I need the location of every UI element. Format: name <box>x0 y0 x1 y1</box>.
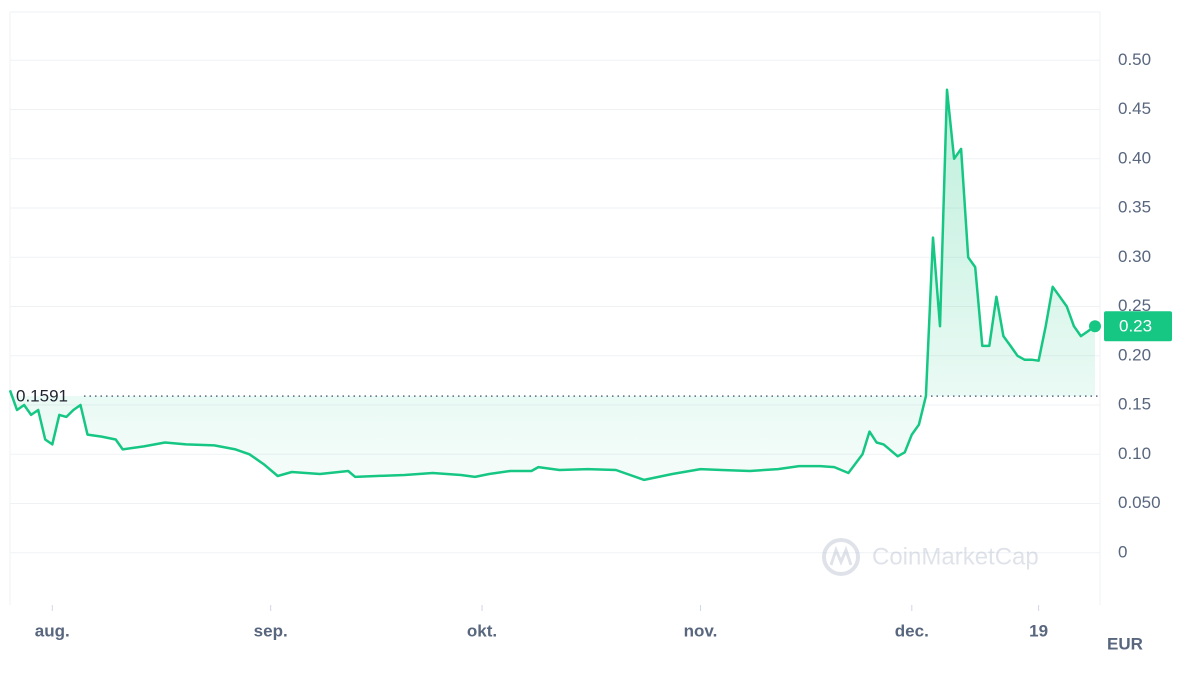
reference-label: 0.1591 <box>16 387 68 406</box>
y-tick-label: 0.30 <box>1118 247 1151 266</box>
x-tick-label: aug. <box>35 621 70 640</box>
y-tick-label: 0.35 <box>1118 198 1151 217</box>
last-value-label: 0.23 <box>1119 317 1152 336</box>
price-area <box>10 89 1095 480</box>
x-tick-label: dec. <box>895 621 929 640</box>
y-tick-label: 0.20 <box>1118 345 1151 364</box>
y-tick-label: 0.10 <box>1118 444 1151 463</box>
y-tick-label: 0.50 <box>1118 50 1151 69</box>
y-tick-label: 0 <box>1118 542 1127 561</box>
grid <box>10 59 1100 611</box>
y-tick-label: 0.15 <box>1118 395 1151 414</box>
y-tick-label: 0.25 <box>1118 296 1151 315</box>
last-point <box>1089 320 1101 333</box>
currency-label: EUR <box>1107 634 1143 653</box>
last-value-box <box>1104 311 1172 342</box>
plot: 0.23 <box>8 88 1172 482</box>
x-tick-label: okt. <box>467 621 497 640</box>
y-tick-label: 0.45 <box>1118 99 1151 118</box>
x-tick-label: sep. <box>254 621 288 640</box>
y-tick-label: 0.050 <box>1118 493 1161 512</box>
x-tick-label: nov. <box>684 621 718 640</box>
watermark: CoinMarketCap <box>822 538 1039 576</box>
x-tick-label: 19 <box>1029 621 1048 640</box>
y-tick-label: 0.40 <box>1118 148 1151 167</box>
price-line <box>8 88 1096 482</box>
watermark-text: CoinMarketCap <box>872 543 1039 570</box>
